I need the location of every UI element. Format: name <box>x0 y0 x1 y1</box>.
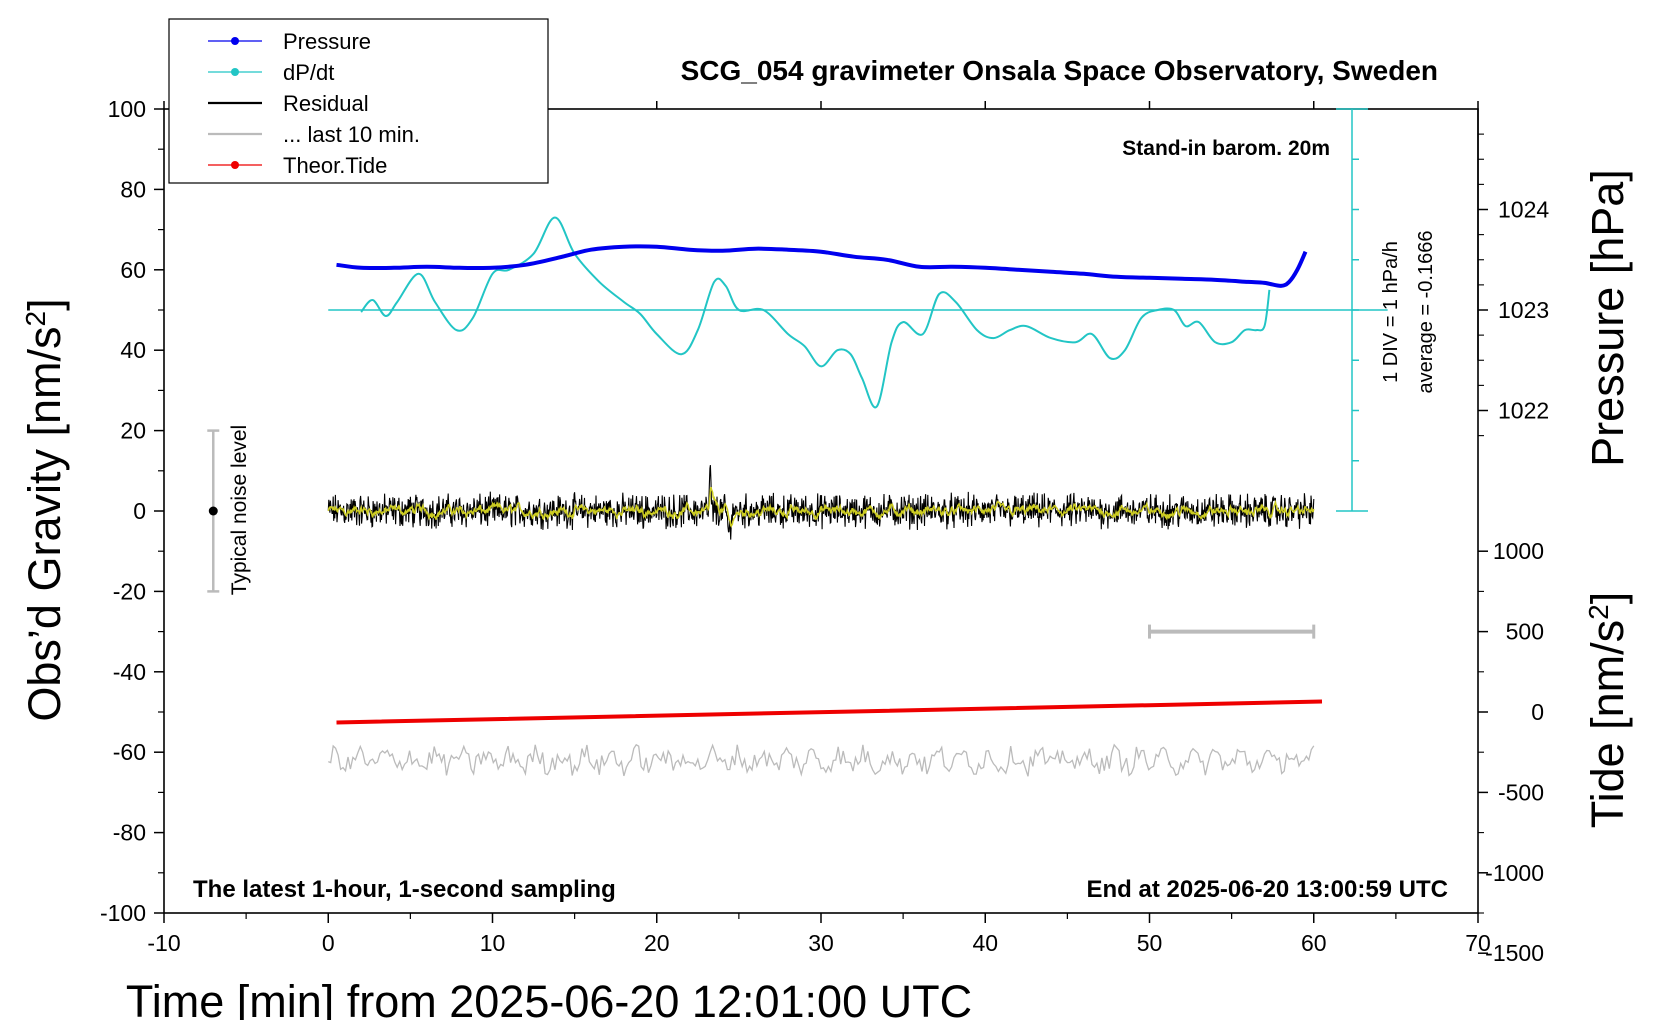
x-tick-label: -10 <box>147 930 180 956</box>
tide-tick-label: -1500 <box>1485 940 1544 966</box>
x-tick-label: 0 <box>322 930 335 956</box>
y-axis-gravity: -100 -80 -60 -40 -20 0 20 40 60 80 100 <box>100 96 164 926</box>
x-tick-label: 50 <box>1137 930 1163 956</box>
dpdt-line <box>360 216 1271 409</box>
tide-tick-label: -500 <box>1498 779 1544 805</box>
noise-bar <box>207 429 220 593</box>
pressure-tick-label: 1024 <box>1498 197 1549 223</box>
footer-left: The latest 1-hour, 1-second sampling <box>193 876 616 903</box>
y-tick-label: -20 <box>113 578 146 604</box>
y-tick-label: 60 <box>120 257 146 283</box>
legend-label-3: ... last 10 min. <box>283 122 420 147</box>
last-10-min-line <box>328 743 1315 777</box>
legend-marker-4 <box>231 161 239 169</box>
tide-tick-label: -1000 <box>1485 860 1544 886</box>
tide-tick-label: 500 <box>1506 619 1544 645</box>
tide-tick-label: 1000 <box>1493 538 1544 564</box>
average-label: average = -0.1666 <box>1415 231 1437 394</box>
y-tick-label: -100 <box>100 900 146 926</box>
residual-filtered-line <box>327 487 1315 528</box>
x-tick-label: 30 <box>808 930 834 956</box>
residual-line <box>327 465 1315 540</box>
y-tick-label: -60 <box>113 739 146 765</box>
y-tick-label: -80 <box>113 820 146 846</box>
y-tick-label: 80 <box>120 176 146 202</box>
tide-tick-label: 0 <box>1531 699 1544 725</box>
chart-title: SCG_054 gravimeter Onsala Space Observat… <box>681 55 1438 86</box>
pressure-tick-label: 1023 <box>1498 297 1549 323</box>
legend-marker-1 <box>231 68 239 76</box>
legend-label-0: Pressure <box>283 29 371 54</box>
series-layer <box>327 216 1323 777</box>
tide-line <box>336 699 1323 725</box>
y-axis-pressure: 1022 1023 1024 <box>1477 109 1549 437</box>
legend: Pressure dP/dt Residual ... last 10 min. The… <box>168 18 549 184</box>
y-axis-label-pressure: Pressure [hPa] <box>1582 169 1633 467</box>
div-label: 1 DIV = 1 hPa/h <box>1380 241 1402 383</box>
x-tick-label: 70 <box>1465 930 1491 956</box>
x-axis-label: Time [min] from 2025-06-20 12:01:00 UTC <box>126 976 972 1020</box>
barometer-note: Stand-in barom. 20m <box>1122 137 1330 160</box>
legend-marker-0 <box>231 37 239 45</box>
legend-label-1: dP/dt <box>283 60 334 85</box>
legend-label-4: Theor.Tide <box>283 153 387 178</box>
y-tick-label: 40 <box>120 337 146 363</box>
x-axis: -10 0 10 20 30 40 50 60 70 <box>147 101 1491 956</box>
x-tick-label: 20 <box>644 930 670 956</box>
y-tick-label: 20 <box>120 418 146 444</box>
x-tick-label: 60 <box>1301 930 1327 956</box>
pressure-tick-label: 1022 <box>1498 398 1549 424</box>
x-tick-label: 10 <box>480 930 506 956</box>
legend-box <box>168 18 549 184</box>
noise-bar-dot <box>208 506 218 516</box>
x-tick-label: 40 <box>972 930 998 956</box>
y-axis-tide: -1500 -1000 -500 0 500 1000 <box>1478 538 1544 966</box>
y-axis-label-gravity: Obs’d Gravity [nm/s2] <box>19 298 70 721</box>
footer-right: End at 2025-06-20 13:00:59 UTC <box>1087 876 1449 903</box>
noise-label: Typical noise level <box>228 425 251 595</box>
y-tick-label: 100 <box>108 96 146 122</box>
legend-label-2: Residual <box>283 91 369 116</box>
y-tick-label: -40 <box>113 659 146 685</box>
y-tick-label: 0 <box>133 498 146 524</box>
y-axis-label-tide: Tide [nm/s2] <box>1582 592 1633 828</box>
pressure-line <box>336 244 1308 288</box>
div-scale <box>328 108 1388 512</box>
